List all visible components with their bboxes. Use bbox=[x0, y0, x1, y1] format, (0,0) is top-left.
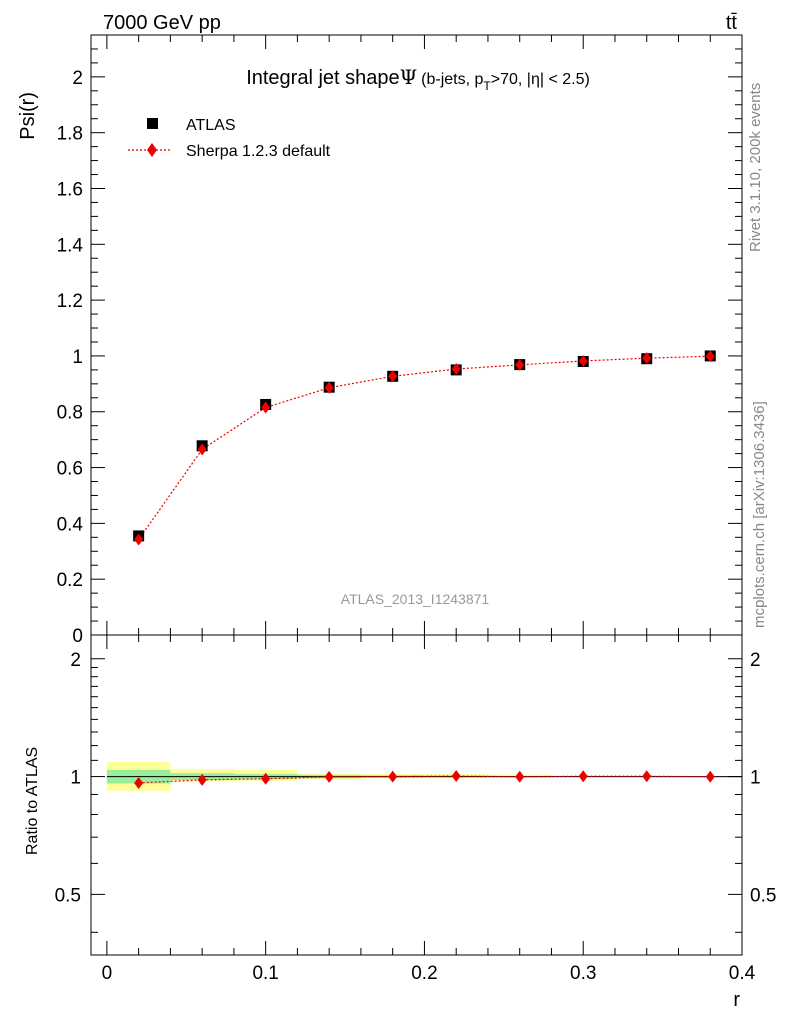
main-y-tick-label: 2 bbox=[72, 68, 83, 89]
ratio-sherpa-point bbox=[705, 770, 715, 783]
plot-title-main: Integral jet shape bbox=[246, 67, 399, 89]
ratio-sherpa-line bbox=[138, 775, 711, 784]
ratio-y-tick-label-right: 2 bbox=[750, 650, 761, 671]
plot-title-symbol: Ψ bbox=[400, 65, 418, 89]
sherpa-point bbox=[705, 350, 715, 363]
plot-title-detail-rest: >70, |η| < 2.5) bbox=[491, 71, 590, 88]
ratio-y-tick-label: 2 bbox=[70, 650, 81, 671]
ratio-sherpa-point bbox=[134, 776, 144, 789]
x-axis-label: r bbox=[733, 989, 740, 1011]
ratio-x-tick-label: 0 bbox=[102, 963, 113, 984]
legend-atlas-label: ATLAS bbox=[186, 117, 236, 134]
plot-title-subscript: T bbox=[483, 79, 491, 93]
ratio-y-tick-label: 0.5 bbox=[55, 885, 81, 906]
main-data-layer bbox=[133, 350, 716, 546]
ratio-x-tick-label: 0.2 bbox=[411, 963, 437, 984]
main-y-tick-label: 0.4 bbox=[57, 514, 84, 535]
ratio-y-axis: 0.5 0.5 1 1 2 2 bbox=[55, 650, 776, 933]
main-y-tick-label: 0 bbox=[72, 626, 83, 647]
ratio-y-tick-label: 1 bbox=[70, 768, 81, 789]
main-y-tick-label: 1.8 bbox=[57, 124, 83, 145]
ratio-x-tick-label: 0.1 bbox=[252, 963, 278, 984]
sherpa-point bbox=[197, 443, 207, 456]
plot-title-detail: (b-jets, p bbox=[421, 71, 483, 88]
ratio-x-tick-label: 0.3 bbox=[570, 963, 596, 984]
ratio-y-tick-label-right: 0.5 bbox=[750, 885, 776, 906]
main-y-tick-label: 1.2 bbox=[57, 291, 83, 312]
ratio-sherpa-point bbox=[261, 772, 271, 785]
ratio-sherpa-point bbox=[324, 770, 334, 783]
main-panel: 0 0.2 0.4 0.6 0.8 1 1.2 1.4 1.6 1.8 2 Psi(r) Integ… bbox=[17, 34, 743, 647]
main-y-tick-label: 1.6 bbox=[57, 179, 83, 200]
main-y-tick-label: 1.4 bbox=[57, 235, 84, 256]
ratio-sherpa-point bbox=[197, 773, 207, 786]
legend-sherpa-marker bbox=[147, 143, 157, 157]
main-y-tick-label: 0.6 bbox=[57, 459, 83, 480]
sherpa-point bbox=[261, 401, 271, 414]
ratio-y-tick-label-right: 1 bbox=[750, 768, 761, 789]
sherpa-point bbox=[388, 370, 398, 383]
sherpa-point bbox=[134, 533, 144, 546]
main-y-axis-label: Psi(r) bbox=[17, 92, 39, 140]
ratio-sherpa-point bbox=[451, 770, 461, 783]
ratio-plot-frame bbox=[90, 634, 743, 956]
ratio-data-layer bbox=[134, 770, 715, 789]
legend-atlas-marker bbox=[147, 118, 158, 129]
analysis-watermark: ATLAS_2013_I1243871 bbox=[341, 591, 490, 607]
main-y-tick-label: 0.8 bbox=[57, 403, 83, 424]
process-label: tt̄ bbox=[726, 12, 738, 34]
main-x-axis-ticks bbox=[106, 35, 743, 635]
sherpa-line bbox=[138, 355, 711, 540]
legend: ATLAS Sherpa 1.2.3 default bbox=[128, 117, 331, 160]
main-y-axis: 0 0.2 0.4 0.6 0.8 1 1.2 1.4 1.6 1.8 2 bbox=[57, 34, 742, 647]
ratio-x-axis: 0 0.1 0.2 0.3 0.4 bbox=[102, 635, 756, 984]
ratio-sherpa-point bbox=[578, 770, 588, 783]
main-y-tick-label: 1 bbox=[72, 347, 83, 368]
sherpa-point bbox=[578, 354, 588, 367]
rivet-label: Rivet 3.1.10, 200k events bbox=[747, 83, 764, 252]
ratio-sherpa-point bbox=[515, 770, 525, 783]
energy-label: 7000 GeV pp bbox=[103, 12, 221, 34]
plot-title: Integral jet shapeΨ (b-jets, pT>70, |η| <… bbox=[246, 65, 590, 93]
sherpa-point bbox=[515, 358, 525, 371]
sherpa-point bbox=[451, 363, 461, 376]
sherpa-point bbox=[642, 352, 652, 365]
ratio-y-axis-label: Ratio to ATLAS bbox=[24, 747, 41, 855]
ratio-x-tick-label: 0.4 bbox=[729, 963, 756, 984]
ratio-sherpa-point bbox=[642, 770, 652, 783]
ratio-panel: 0.5 0.51 12 2 0 0.1 0.2 0.3 0.4 Ratio to ATLAS … bbox=[24, 634, 776, 1011]
main-y-tick-label: 0.2 bbox=[57, 570, 83, 591]
legend-sherpa-label: Sherpa 1.2.3 default bbox=[186, 143, 331, 160]
ratio-sherpa-point bbox=[388, 770, 398, 783]
sherpa-point bbox=[324, 381, 334, 394]
mcplots-label: mcplots.cern.ch [arXiv:1306.3436] bbox=[751, 401, 768, 628]
